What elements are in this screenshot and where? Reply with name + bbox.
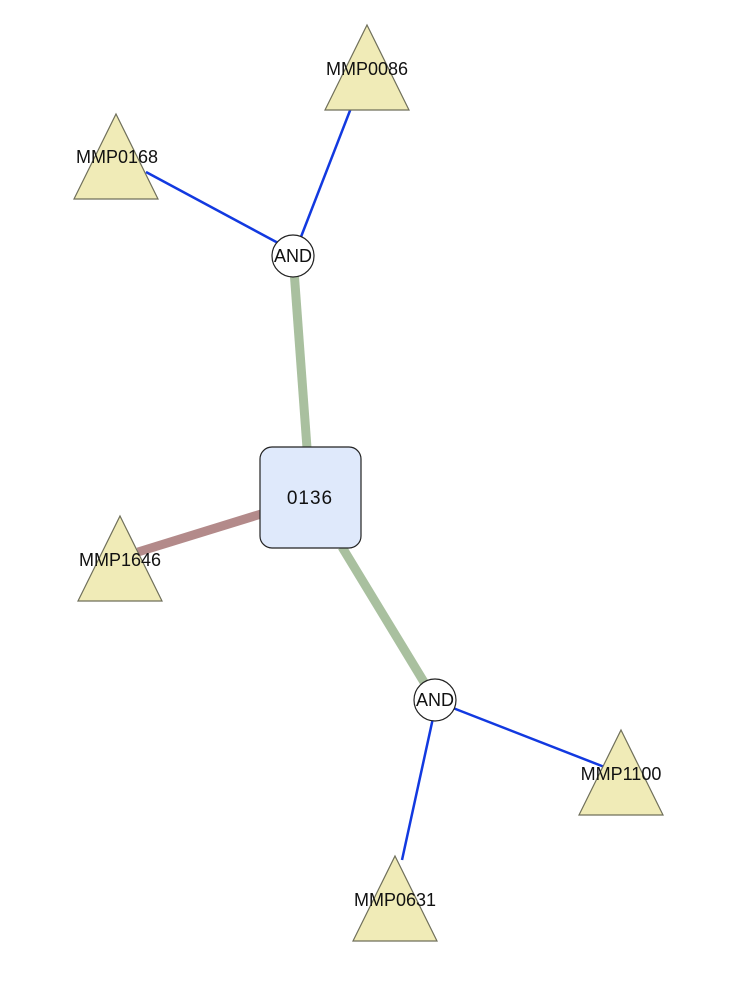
center-box	[259, 446, 362, 549]
and-node-bottom[interactable]: AND	[413, 678, 457, 722]
gene-label: MMP0086	[326, 59, 408, 79]
gene-node-mmp0631[interactable]: MMP0631	[352, 854, 438, 942]
triangle-icon	[352, 854, 438, 942]
and-circle	[413, 678, 457, 722]
gene-label: MMP1646	[79, 550, 161, 570]
gene-label: MMP0168	[76, 147, 158, 167]
triangle-icon	[324, 23, 410, 111]
edge-and-top-to-mmp0086	[297, 107, 353, 243]
gene-node-mmp1100[interactable]: MMP1100	[578, 728, 664, 816]
edge-center-to-mmp1646	[136, 509, 263, 557]
triangle-icon	[73, 112, 159, 200]
center-node[interactable]: 0136	[259, 446, 362, 549]
gene-node-mmp0086[interactable]: MMP0086	[324, 23, 410, 111]
and-node-top[interactable]: AND	[271, 234, 315, 278]
edge-and-bottom-to-mmp0631	[400, 717, 435, 861]
and-label: AND	[274, 246, 312, 266]
edges	[136, 107, 608, 861]
triangle-icon	[77, 514, 163, 602]
edge-and-bottom-to-mmp1100	[452, 706, 608, 770]
edge-center-to-and-top	[289, 269, 312, 449]
edge-and-top-to-mmp0168	[145, 170, 281, 246]
gene-label: MMP0631	[354, 890, 436, 910]
triangle-icon	[578, 728, 664, 816]
and-circle	[271, 234, 315, 278]
gene-node-mmp1646[interactable]: MMP1646	[77, 514, 163, 602]
and-label: AND	[416, 690, 454, 710]
center-label: 0136	[287, 488, 333, 509]
edge-center-to-and-bottom	[338, 544, 431, 690]
gene-node-mmp0168[interactable]: MMP0168	[73, 112, 159, 200]
gene-label: MMP1100	[581, 764, 662, 784]
